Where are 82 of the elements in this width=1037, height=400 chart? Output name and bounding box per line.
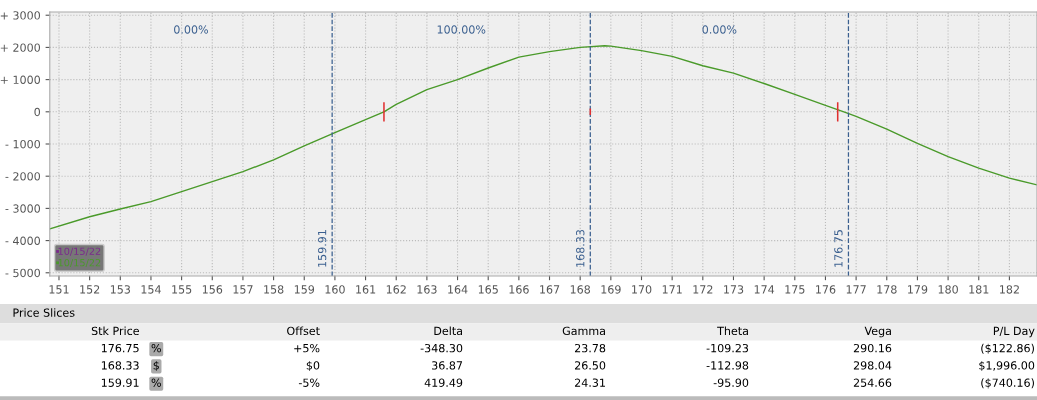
- text: $: [153, 361, 159, 372]
- x-tick-label: 165: [478, 285, 498, 294]
- text: 298.04: [853, 361, 892, 370]
- category-label: Vega: [864, 326, 891, 338]
- ref-line-label: 176.75: [834, 230, 843, 267]
- y-tick-label: - 2000: [5, 172, 41, 181]
- x-tick-label: 161: [356, 285, 376, 294]
- text: 176.75: [101, 343, 139, 353]
- x-tick-label: 160: [325, 285, 345, 294]
- text: %: [151, 343, 161, 353]
- category-label: Gamma: [562, 326, 605, 336]
- legend-label: 10/15/22: [58, 258, 101, 268]
- ref-line-label: 168.33: [576, 229, 585, 267]
- text: 24.31: [574, 378, 605, 387]
- y-tick-label: + 3000: [0, 11, 41, 20]
- text: -348.30: [420, 343, 463, 353]
- y-tick-label: + 2000: [0, 43, 41, 52]
- x-tick-label: 158: [264, 285, 284, 294]
- text: -109.23: [706, 343, 749, 353]
- x-tick-label: 171: [662, 285, 682, 294]
- annotation: 0.00%: [174, 25, 208, 34]
- y-tick-label: - 4000: [5, 236, 41, 245]
- text: %: [151, 378, 161, 387]
- text: 36.87: [432, 361, 463, 370]
- x-tick-label: 172: [693, 285, 713, 294]
- text: 23.78: [574, 343, 606, 353]
- y-tick-label: 0: [34, 107, 41, 117]
- x-tick-label: 152: [80, 285, 100, 294]
- x-tick-label: 179: [908, 285, 928, 294]
- annotation: 0.00%: [702, 25, 737, 34]
- x-tick-label: 170: [632, 285, 652, 294]
- text: $0: [306, 361, 320, 372]
- text: -5%: [298, 378, 320, 387]
- y-tick-label: - 1000: [5, 139, 41, 149]
- x-tick-label: 173: [724, 285, 744, 294]
- x-tick-label: 178: [877, 285, 897, 294]
- x-tick-label: 180: [938, 285, 958, 294]
- text: -112.98: [706, 361, 749, 370]
- legend-label: 10/15/22: [58, 247, 101, 256]
- category-label: P/L Day: [993, 326, 1035, 338]
- x-tick-label: 156: [202, 285, 223, 294]
- y-tick-label: + 1000: [0, 75, 41, 84]
- x-tick-label: 163: [417, 285, 437, 294]
- text: 26.50: [574, 361, 606, 370]
- x-tick-label: 167: [540, 285, 560, 294]
- x-tick-label: 153: [110, 285, 131, 294]
- text: -95.90: [713, 378, 749, 387]
- x-tick-label: 182: [1000, 285, 1019, 294]
- x-tick-label: 164: [448, 285, 468, 294]
- text: 419.49: [424, 378, 463, 387]
- ref-line-label: 159.91: [317, 230, 327, 267]
- annotation: 100.00%: [437, 25, 486, 34]
- text: 159.91: [101, 378, 139, 387]
- text: 168.33: [101, 361, 139, 370]
- x-tick-label: 175: [785, 285, 805, 294]
- text: 290.16: [853, 343, 892, 353]
- x-tick-label: 181: [969, 285, 989, 294]
- line-series: [49, 45, 1037, 230]
- text: ($740.16): [981, 378, 1034, 389]
- x-tick-label: 177: [846, 285, 866, 294]
- text: +5%: [294, 343, 320, 353]
- y-tick-label: - 5000: [5, 268, 41, 278]
- x-tick-label: 168: [570, 285, 591, 294]
- y-tick-label: - 3000: [5, 204, 41, 213]
- x-tick-label: 154: [141, 285, 161, 294]
- x-tick-label: 151: [49, 285, 69, 294]
- x-tick-label: 157: [233, 285, 253, 294]
- text: Price Slices: [13, 308, 75, 317]
- category-label: Delta: [434, 326, 462, 336]
- x-tick-label: 159: [294, 285, 315, 294]
- text: 254.66: [853, 378, 892, 387]
- text: $1,996.00: [979, 361, 1035, 372]
- x-tick-label: 169: [601, 285, 621, 294]
- x-tick-label: 166: [509, 285, 529, 294]
- x-tick-label: 176: [816, 285, 836, 294]
- x-tick-label: 155: [172, 285, 192, 294]
- text: ($122.86): [981, 343, 1034, 354]
- x-tick-label: 162: [386, 285, 406, 294]
- category-label: Stk Price: [91, 326, 139, 336]
- category-label: Theta: [717, 326, 748, 336]
- category-label: Offset: [287, 326, 320, 336]
- x-tick-label: 174: [754, 285, 775, 294]
